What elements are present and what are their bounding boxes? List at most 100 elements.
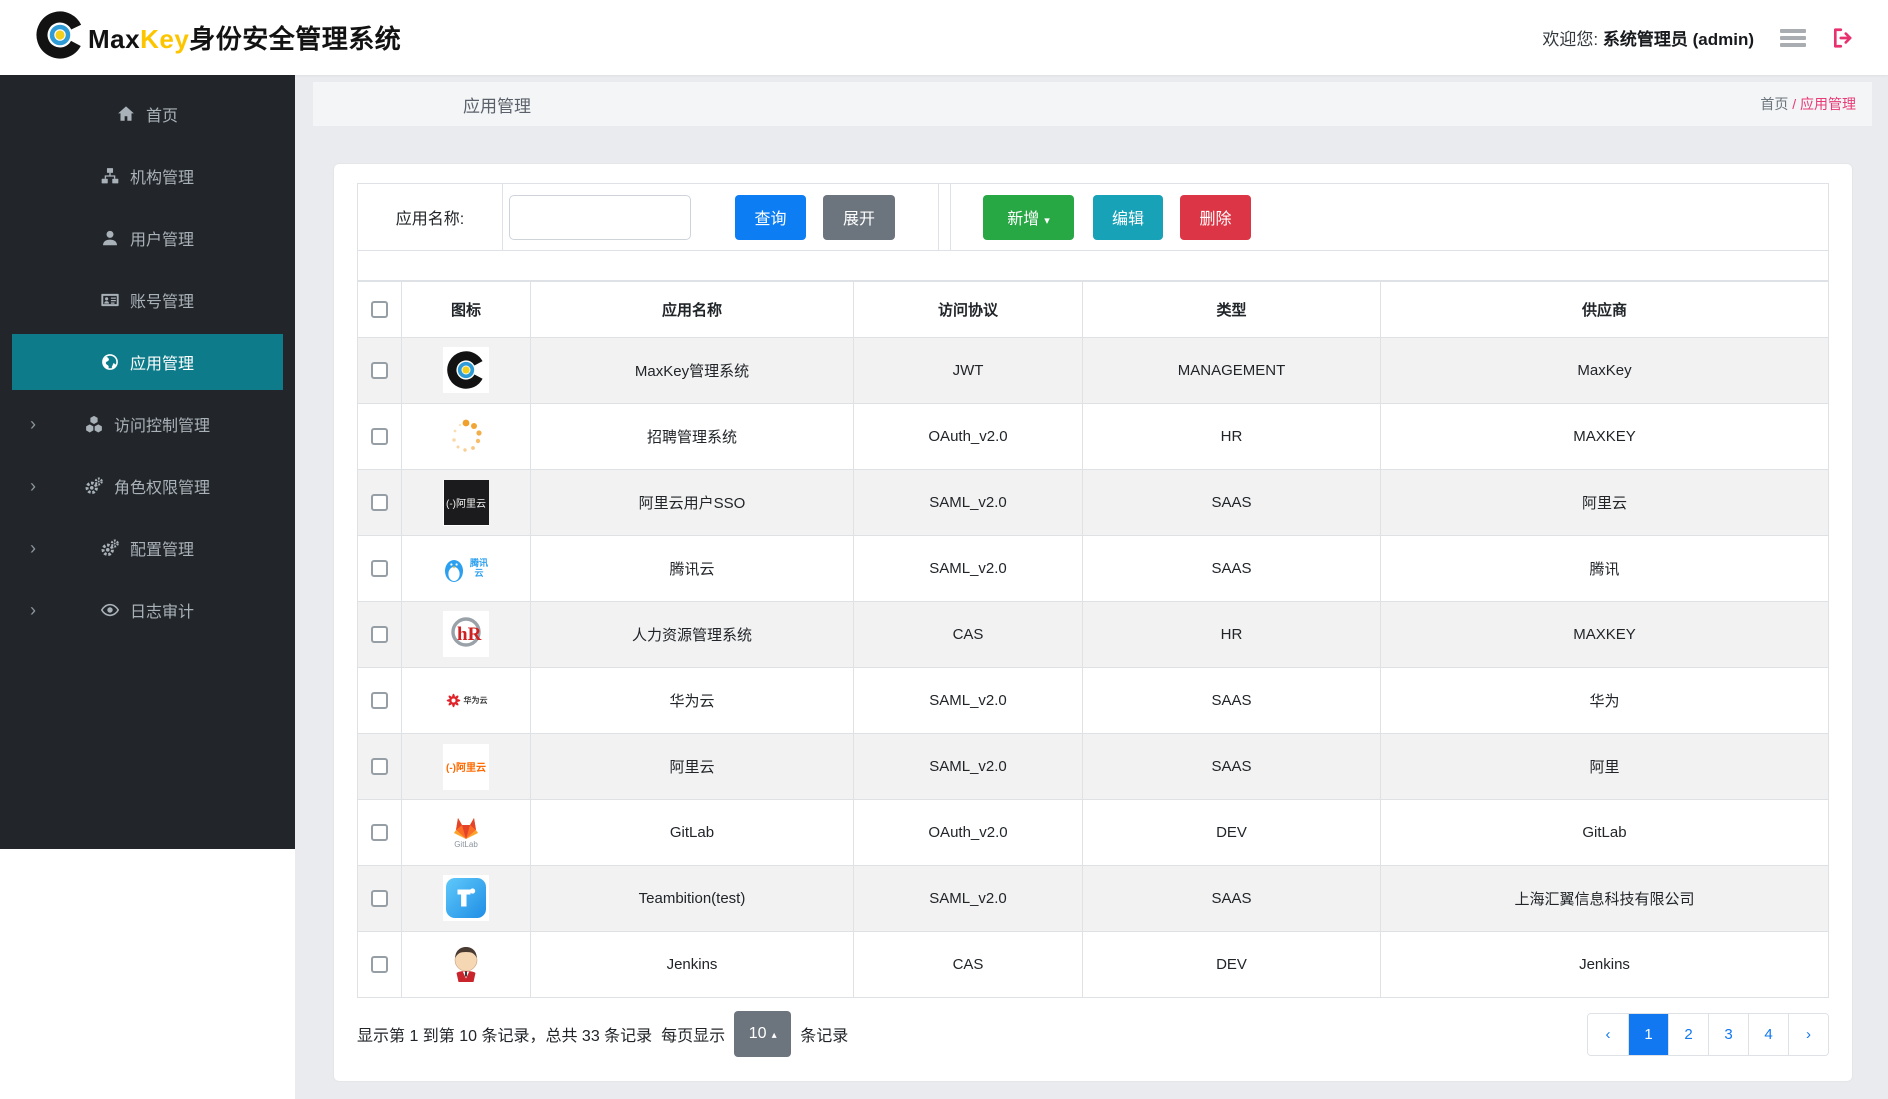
sidebar-item-account[interactable]: 账号管理: [0, 269, 295, 331]
table-row[interactable]: (-)阿里云 阿里云用户SSO SAML_v2.0 SAAS 阿里云: [357, 469, 1829, 536]
sidebar-item-label: 配置管理: [129, 542, 194, 559]
app-icon-cell: hR: [401, 601, 531, 668]
app-icon-cell: [401, 337, 531, 404]
row-select-cell: [357, 403, 402, 470]
sidebar-item-label: 应用管理: [129, 356, 194, 373]
app-icon-cell: (-)阿里云: [401, 469, 531, 536]
main-content: 应用管理 首页 / 应用管理 应用名称: 查询 展开 新增 ▾ 编辑 删除: [295, 75, 1888, 1099]
page-prev[interactable]: ‹: [1588, 1014, 1628, 1055]
app-icon-cell: GitLab: [401, 799, 531, 866]
row-checkbox[interactable]: [371, 956, 388, 974]
query-button[interactable]: 查询: [735, 194, 806, 240]
table-row[interactable]: Jenkins CAS DEV Jenkins: [357, 931, 1829, 998]
top-header: MaxKey身份安全管理系统 欢迎您: 系统管理员 (admin): [0, 0, 1888, 75]
sidebar-item-home[interactable]: 首页: [0, 83, 295, 145]
sidebar-item-role[interactable]: › 角色权限管理: [0, 455, 295, 517]
breadcrumb-current[interactable]: 应用管理: [1800, 96, 1856, 112]
edit-button[interactable]: 编辑: [1093, 194, 1163, 240]
row-checkbox[interactable]: [371, 890, 388, 908]
row-select-cell: [357, 469, 402, 536]
type-cell: DEV: [1082, 931, 1381, 998]
protocol-cell: OAuth_v2.0: [853, 799, 1083, 866]
table-row[interactable]: MaxKey管理系统 JWT MANAGEMENT MaxKey: [357, 337, 1829, 404]
vendor-cell: 阿里云: [1380, 469, 1829, 536]
sidebar-item-audit[interactable]: › 日志审计: [0, 579, 295, 641]
sidebar-item-org[interactable]: 机构管理: [0, 145, 295, 207]
app-icon-cell: [401, 865, 531, 932]
app-name-cell: 招聘管理系统: [530, 403, 854, 470]
row-select-cell: [357, 337, 402, 404]
caret-up-icon: ▴: [771, 1030, 777, 1041]
page-3[interactable]: 3: [1708, 1014, 1748, 1055]
breadcrumb-home[interactable]: 首页: [1760, 96, 1789, 112]
row-select-cell: [357, 601, 402, 668]
app-name-cell: Teambition(test): [530, 865, 854, 932]
toolbar-divider: [938, 184, 951, 250]
protocol-cell: SAML_v2.0: [853, 535, 1083, 602]
table-row[interactable]: 招聘管理系统 OAuth_v2.0 HR MAXKEY: [357, 403, 1829, 470]
caret-down-icon: ▾: [1044, 215, 1050, 227]
table-row[interactable]: 华为云 华为云 SAML_v2.0 SAAS 华为: [357, 667, 1829, 734]
menu-toggle-icon[interactable]: [1780, 28, 1806, 47]
page-4[interactable]: 4: [1748, 1014, 1788, 1055]
app-icon-cell: 腾讯云: [401, 535, 531, 602]
maxkey-logo-icon: [36, 11, 84, 64]
app-name-cell: GitLab: [530, 799, 854, 866]
cubes-icon: [85, 415, 103, 433]
select-all-checkbox[interactable]: [371, 301, 388, 319]
row-checkbox[interactable]: [371, 758, 388, 776]
table-row[interactable]: GitLab GitLab OAuth_v2.0 DEV GitLab: [357, 799, 1829, 866]
column-header: 供应商: [1380, 281, 1829, 338]
type-cell: SAAS: [1082, 667, 1381, 734]
sidebar-item-access[interactable]: › 访问控制管理: [0, 393, 295, 455]
brand-logo[interactable]: MaxKey身份安全管理系统: [36, 11, 401, 64]
add-button[interactable]: 新增 ▾: [983, 194, 1074, 240]
logout-icon[interactable]: [1832, 27, 1854, 49]
table-row[interactable]: hR 人力资源管理系统 CAS HR MAXKEY: [357, 601, 1829, 668]
app-name-cell: Jenkins: [530, 931, 854, 998]
page-next[interactable]: ›: [1788, 1014, 1828, 1055]
column-header: 类型: [1082, 281, 1381, 338]
sidebar-item-config[interactable]: › 配置管理: [0, 517, 295, 579]
row-checkbox[interactable]: [371, 560, 388, 578]
app-name-cell: 华为云: [530, 667, 854, 734]
row-checkbox[interactable]: [371, 692, 388, 710]
sidebar-item-label: 角色权限管理: [113, 480, 210, 497]
sidebar-item-label: 日志审计: [129, 604, 194, 621]
protocol-cell: CAS: [853, 601, 1083, 668]
sidebar-item-user[interactable]: 用户管理: [0, 207, 295, 269]
row-checkbox[interactable]: [371, 362, 388, 380]
table-row[interactable]: Teambition(test) SAML_v2.0 SAAS 上海汇翼信息科技有限公…: [357, 865, 1829, 932]
sidebar-item-label: 首页: [145, 108, 178, 125]
table-row[interactable]: (-)阿里云 阿里云 SAML_v2.0 SAAS 阿里: [357, 733, 1829, 800]
sidebar-item-app[interactable]: 应用管理: [12, 334, 283, 390]
table-row[interactable]: 腾讯云 腾讯云 SAML_v2.0 SAAS 腾讯: [357, 535, 1829, 602]
row-checkbox[interactable]: [371, 494, 388, 512]
row-checkbox[interactable]: [371, 428, 388, 446]
type-cell: MANAGEMENT: [1082, 337, 1381, 404]
page-title: 应用管理: [463, 96, 531, 116]
vendor-cell: MAXKEY: [1380, 601, 1829, 668]
id-card-icon: [101, 291, 119, 309]
row-checkbox[interactable]: [371, 824, 388, 842]
type-cell: SAAS: [1082, 865, 1381, 932]
vendor-cell: MaxKey: [1380, 337, 1829, 404]
aliyun-light-icon: (-)阿里云: [443, 743, 489, 790]
breadcrumb: 首页 / 应用管理: [1760, 96, 1856, 112]
gitlab-icon: GitLab: [443, 809, 489, 856]
welcome-text: 欢迎您: 系统管理员 (admin): [1542, 30, 1754, 49]
sitemap-icon: [101, 167, 119, 185]
column-header: 应用名称: [530, 281, 854, 338]
row-checkbox[interactable]: [371, 626, 388, 644]
chevron-right-icon: ›: [30, 475, 36, 496]
page-size-dropdown[interactable]: 10 ▴: [734, 1011, 792, 1057]
app-name-input[interactable]: [509, 194, 691, 240]
app-icon-cell: [401, 403, 531, 470]
expand-button[interactable]: 展开: [823, 194, 895, 240]
maxkey-logo-icon: [443, 347, 489, 393]
delete-button[interactable]: 删除: [1180, 194, 1251, 240]
brand-title: MaxKey身份安全管理系统: [88, 24, 402, 54]
page-1[interactable]: 1: [1628, 1014, 1668, 1055]
content-card: 应用名称: 查询 展开 新增 ▾ 编辑 删除 图标 应用名称 访问协议 类型 供应商 Ma…: [333, 163, 1853, 1082]
page-2[interactable]: 2: [1668, 1014, 1708, 1055]
